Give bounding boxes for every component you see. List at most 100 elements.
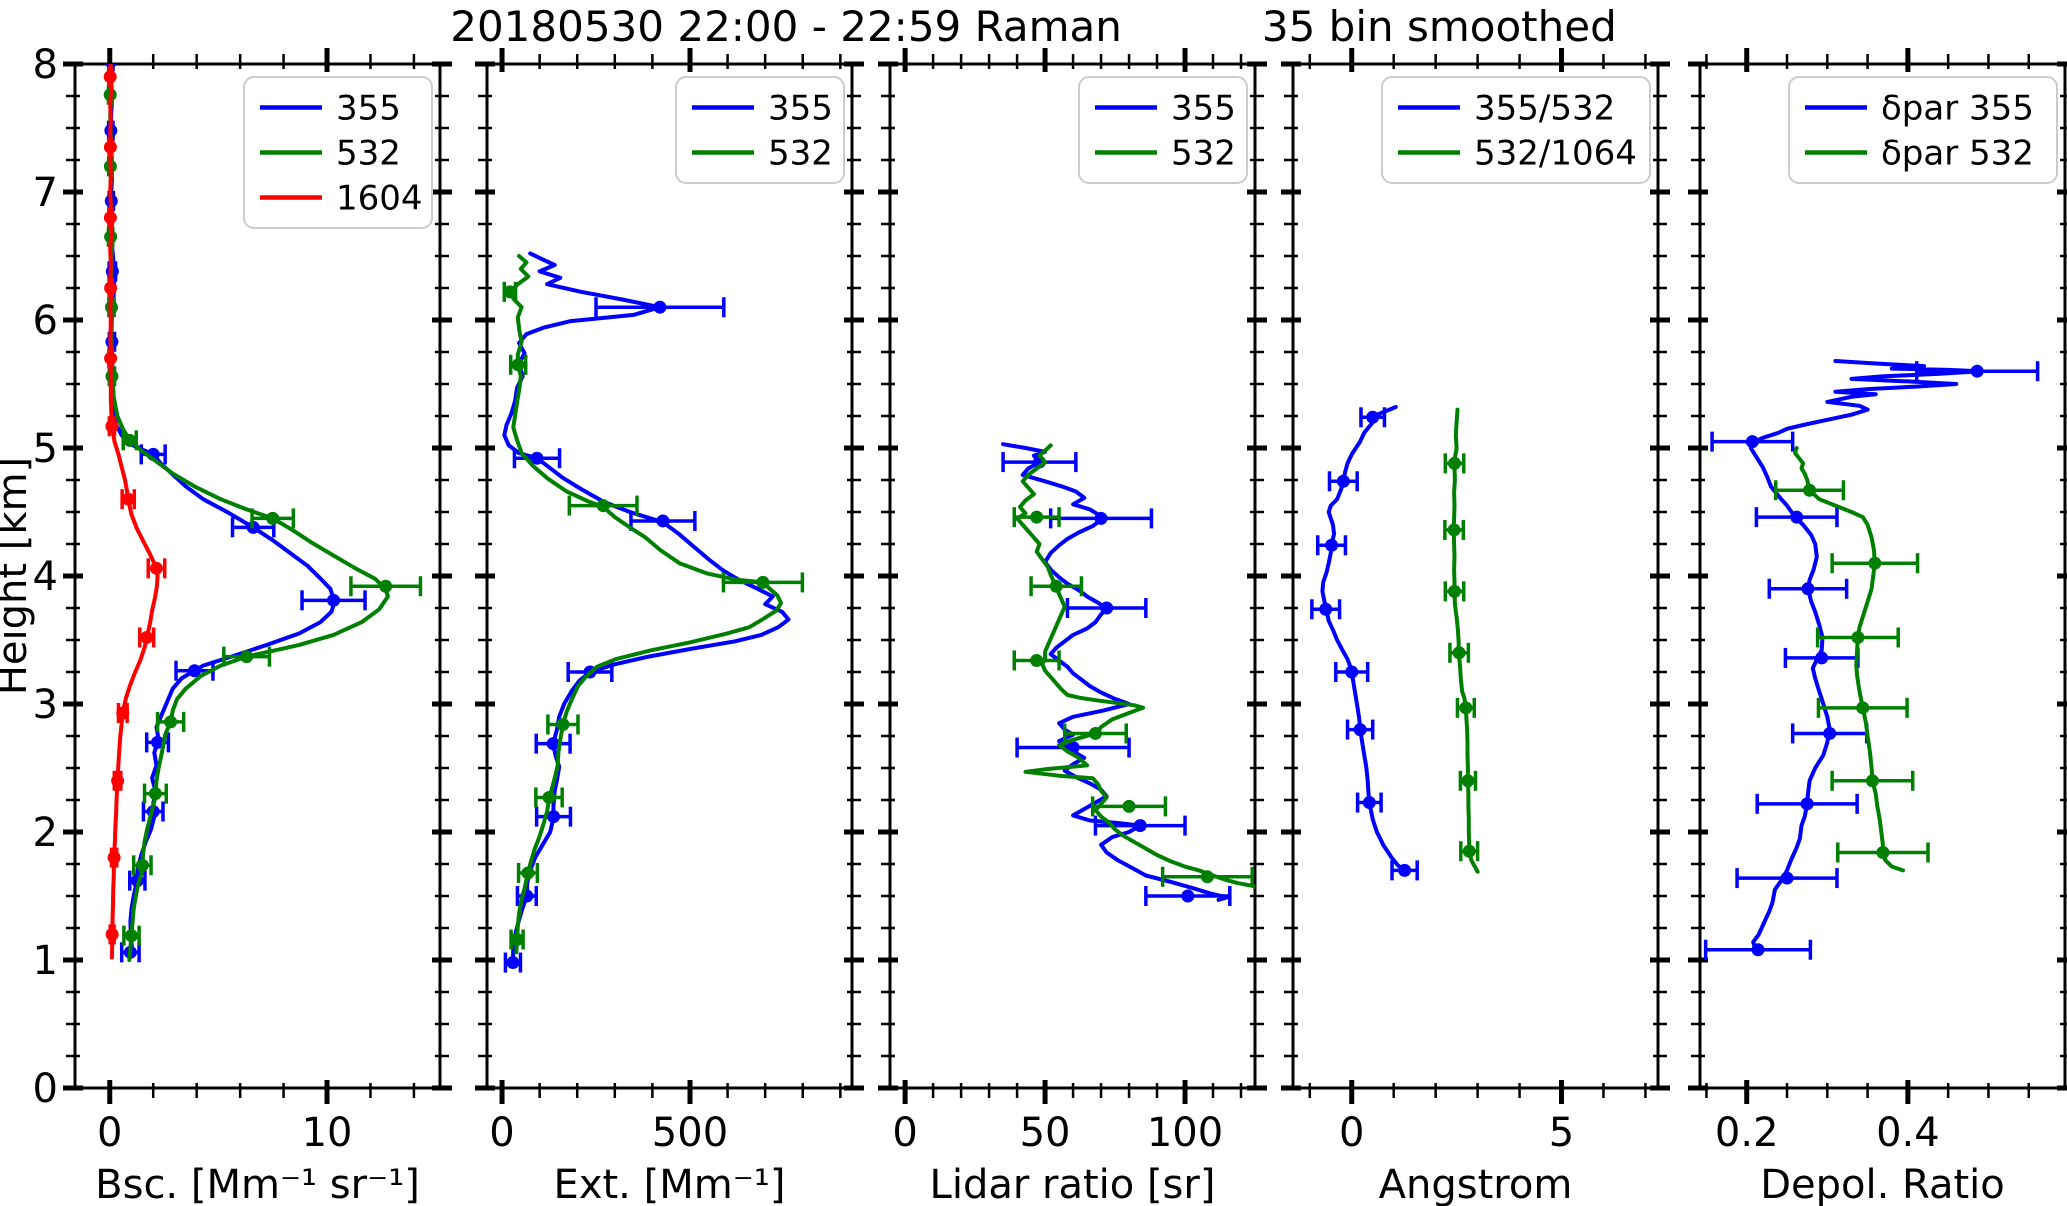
- data-marker: [1325, 538, 1339, 552]
- x-axis-label: Lidar ratio [sr]: [930, 1162, 1216, 1206]
- data-marker: [1856, 701, 1870, 715]
- legend-label: 355: [768, 89, 833, 129]
- data-marker: [103, 70, 117, 84]
- axes-frame: [1291, 62, 1660, 1090]
- data-marker: [140, 630, 154, 644]
- data-marker: [503, 285, 517, 299]
- data-marker: [164, 715, 178, 729]
- data-marker: [1122, 799, 1136, 813]
- legend-label: 355/532: [1474, 89, 1615, 129]
- data-marker: [123, 433, 137, 447]
- series-markers-355: [503, 297, 726, 973]
- data-marker: [546, 737, 560, 751]
- data-marker: [1745, 435, 1759, 449]
- legend-box: [1788, 76, 2058, 184]
- data-marker: [1088, 726, 1102, 740]
- x-axis-label: Ext. [Mm⁻¹]: [554, 1162, 786, 1206]
- x-tick-label: 0.2: [1715, 1110, 1779, 1156]
- x-ticks: 0 50 100: [892, 48, 1243, 1156]
- legend-label: 532: [336, 134, 401, 174]
- x-tick-label: 0: [489, 1110, 514, 1156]
- data-marker: [1876, 845, 1890, 859]
- data-marker: [1030, 653, 1044, 667]
- data-marker: [1780, 871, 1794, 885]
- y-ticks: [475, 61, 864, 1091]
- data-marker: [1790, 510, 1804, 524]
- data-marker: [105, 419, 119, 433]
- series-markers-532: [502, 281, 805, 950]
- series-line-355/532: [1320, 405, 1407, 873]
- data-marker: [1336, 474, 1350, 488]
- x-axis-label: Angstrom: [1379, 1162, 1573, 1206]
- x-tick-label: 100: [1147, 1110, 1223, 1156]
- data-marker: [111, 774, 125, 788]
- data-marker: [1030, 510, 1044, 524]
- x-tick-label: 0: [1339, 1110, 1364, 1156]
- legend-label: 1604: [336, 179, 423, 219]
- data-marker: [1751, 943, 1765, 957]
- y-tick-label: 7: [33, 170, 58, 216]
- legend-box: [243, 76, 433, 229]
- legend-label: δpar 532: [1881, 134, 2034, 174]
- data-marker: [103, 140, 117, 154]
- data-marker: [1200, 870, 1214, 884]
- axes-frame: [485, 62, 854, 1090]
- data-marker: [547, 810, 561, 824]
- y-tick-label: 6: [33, 298, 58, 344]
- data-marker: [1823, 726, 1837, 740]
- legend-label: 532: [1171, 134, 1236, 174]
- y-tick-label: 4: [33, 554, 58, 600]
- data-marker: [1800, 797, 1814, 811]
- data-marker: [187, 664, 201, 678]
- title-main: 20180530 22:00 - 22:59 Raman: [450, 2, 1122, 51]
- data-marker: [1100, 601, 1114, 615]
- series-line-532: [1015, 443, 1255, 889]
- data-marker: [1448, 456, 1462, 470]
- series-markers-355: [1001, 452, 1232, 906]
- title-sub: 35 bin smoothed: [1261, 2, 1617, 51]
- axes-frame: [1698, 62, 2067, 1090]
- legend-label: 532: [768, 134, 833, 174]
- data-marker: [124, 929, 138, 943]
- data-marker: [1851, 630, 1865, 644]
- x-axis-label: Depol. Ratio: [1760, 1162, 2005, 1206]
- data-marker: [1815, 651, 1829, 665]
- legend-label: 355: [336, 89, 401, 129]
- data-marker: [1362, 796, 1376, 810]
- legend: 355 532 1604: [243, 76, 433, 229]
- series-line-532/1064: [1451, 407, 1480, 874]
- data-marker: [1133, 819, 1147, 833]
- y-ticks: [1688, 61, 2067, 1091]
- panel-depolarization: 0.2 0.4 Depol. Ratio δpar 355 δpar 532: [1688, 48, 2067, 1206]
- legend-box: [1381, 76, 1651, 184]
- data-marker: [327, 593, 341, 607]
- x-tick-label: 50: [1020, 1110, 1071, 1156]
- x-tick-label: 0: [892, 1110, 917, 1156]
- panel-backscatter: 0 10 0 1 2 3 4 5 6 7 8 Bsc. [Mm⁻¹ sr⁻¹] 355 532 1604: [33, 42, 452, 1206]
- data-marker: [1865, 774, 1879, 788]
- series-markers-532: [1012, 507, 1254, 887]
- series-markers-532/1064: [1443, 453, 1480, 862]
- data-marker: [1181, 889, 1195, 903]
- y-axis-label: Height [km]: [0, 457, 36, 695]
- data-marker: [756, 575, 770, 589]
- series-markers-355/532: [1310, 407, 1419, 881]
- data-marker: [116, 706, 130, 720]
- x-ticks: 0 500: [489, 48, 842, 1156]
- data-marker: [1801, 582, 1815, 596]
- data-marker: [135, 858, 149, 872]
- data-marker: [104, 281, 118, 295]
- legend-box: [1078, 76, 1248, 184]
- y-tick-label: 5: [33, 426, 58, 472]
- data-marker: [1461, 774, 1475, 788]
- y-tick-label: 1: [33, 938, 58, 984]
- x-axis-label: Bsc. [Mm⁻¹ sr⁻¹]: [95, 1162, 420, 1206]
- data-marker: [521, 866, 535, 880]
- x-tick-label: 0.4: [1876, 1110, 1940, 1156]
- series-area: [502, 251, 805, 973]
- x-tick-label: 0: [97, 1110, 122, 1156]
